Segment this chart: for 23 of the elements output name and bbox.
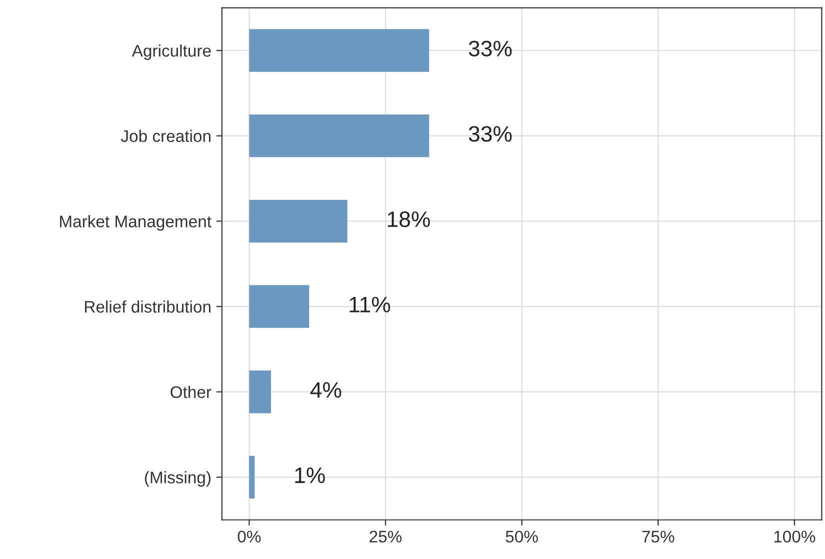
bar — [249, 114, 430, 158]
x-tick-label: 0% — [238, 530, 261, 543]
data-label: 4% — [310, 382, 342, 398]
bar — [249, 200, 348, 243]
y-tick-label: Agriculture — [132, 44, 211, 60]
y-tick-label: Job creation — [120, 130, 210, 142]
y-tick-label: (Missing) — [144, 471, 210, 487]
y-tick-label: Market Management — [60, 215, 212, 231]
bar — [249, 456, 255, 499]
x-tick-label: 100% — [774, 530, 816, 543]
data-label: 18% — [388, 211, 430, 228]
data-label: 1% — [295, 468, 325, 484]
y-tick-label: Relief distribution — [85, 300, 210, 313]
data-label: 33% — [468, 40, 512, 56]
bar — [249, 29, 430, 72]
x-tick-label: 50% — [506, 530, 538, 543]
data-label: 11% — [350, 296, 390, 312]
data-label: 33% — [468, 126, 512, 142]
y-tick-label: Other — [170, 386, 212, 398]
x-tick-label: 75% — [642, 530, 674, 543]
bar — [249, 285, 310, 328]
x-tick-label: 25% — [370, 530, 402, 543]
bar — [249, 370, 271, 414]
